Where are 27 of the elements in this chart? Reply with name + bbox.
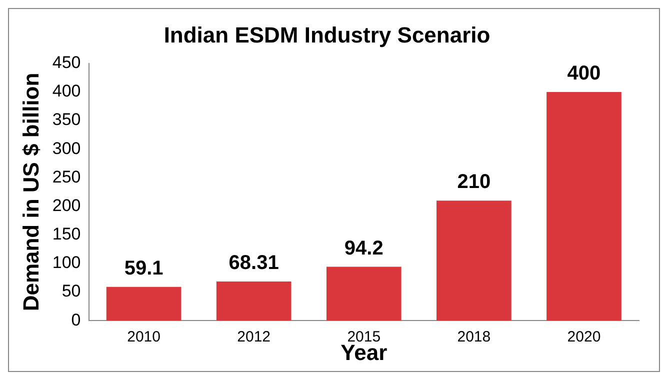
bar xyxy=(546,92,622,321)
bar xyxy=(326,266,402,321)
data-label: 400 xyxy=(567,62,601,84)
bar xyxy=(106,286,182,321)
x-tick-label: 2020 xyxy=(567,328,601,346)
y-tick-label: 200 xyxy=(52,196,81,215)
y-tick-label: 450 xyxy=(52,53,81,72)
y-tick-label: 0 xyxy=(71,310,81,330)
y-tick-label: 300 xyxy=(52,138,81,158)
y-tick-label: 50 xyxy=(62,282,81,301)
y-axis-title: Demand in US $ billion xyxy=(18,72,44,312)
x-tick-label: 2018 xyxy=(457,328,491,346)
data-label: 68.31 xyxy=(228,252,279,274)
bar xyxy=(436,200,512,321)
x-tick-label: 2010 xyxy=(127,328,160,346)
y-tick-label: 100 xyxy=(52,253,81,272)
data-label: 94.2 xyxy=(344,237,384,260)
bar xyxy=(216,282,292,321)
x-tick-label: 2015 xyxy=(347,328,381,346)
x-tick-label: 2012 xyxy=(237,328,271,346)
y-tick-label: 350 xyxy=(52,110,81,130)
data-label: 59.1 xyxy=(124,257,164,280)
data-label: 210 xyxy=(457,171,491,194)
y-tick-label: 150 xyxy=(52,224,81,244)
y-tick-label: 250 xyxy=(52,167,81,186)
y-tick-label: 400 xyxy=(52,82,81,101)
chart-title: Indian ESDM Industry Scenario xyxy=(164,22,490,48)
